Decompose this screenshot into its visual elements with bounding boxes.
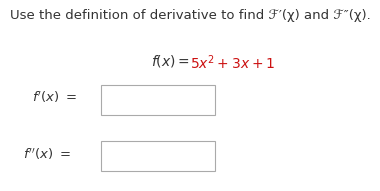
Text: $f'(x)\ =$: $f'(x)\ =$	[32, 90, 78, 105]
Text: Use the definition of derivative to find ℱ′(χ) and ℱ″(χ).: Use the definition of derivative to find…	[10, 9, 370, 22]
FancyBboxPatch shape	[101, 85, 215, 115]
FancyBboxPatch shape	[101, 141, 215, 171]
Text: $5x^2 + 3x + 1$: $5x^2 + 3x + 1$	[190, 53, 275, 72]
Text: $f(x) = $: $f(x) = $	[151, 53, 190, 70]
Text: $f''(x)\ =$: $f''(x)\ =$	[23, 146, 71, 162]
